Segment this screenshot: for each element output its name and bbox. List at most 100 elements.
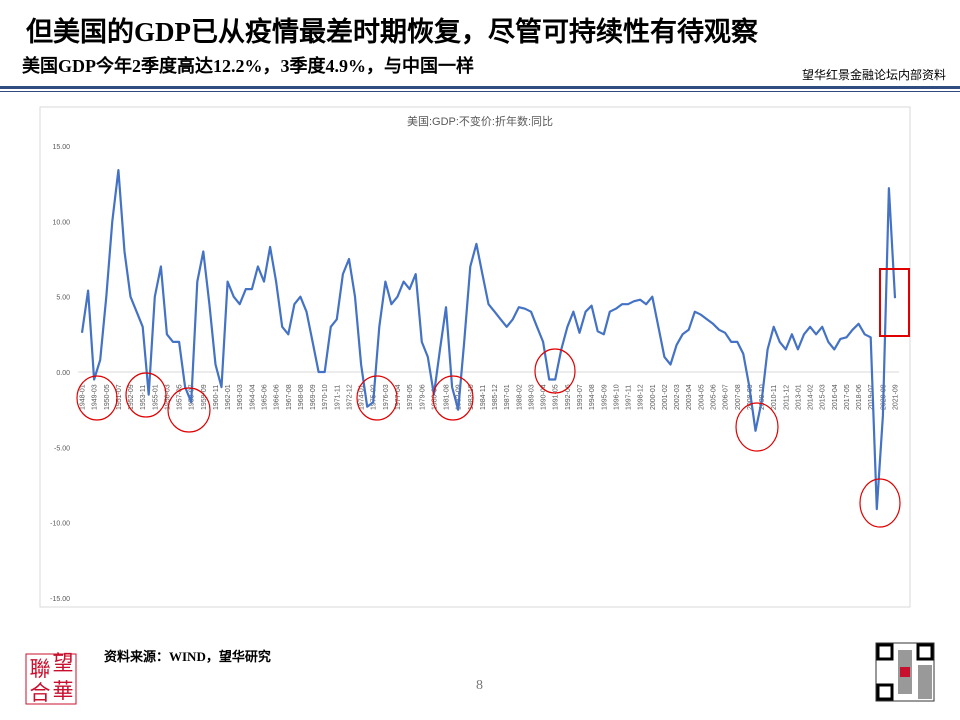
- x-tick-label: 1966-06: [274, 384, 281, 410]
- x-tick-label: 2010-11: [771, 385, 778, 410]
- x-tick-label: 1948-01: [80, 384, 87, 410]
- page-number: 8: [476, 678, 483, 693]
- logo-char: 合: [30, 682, 51, 705]
- x-tick-label: 2000-01: [650, 384, 657, 410]
- y-tick-label: -5.00: [54, 445, 70, 452]
- x-tick-label: 1949-03: [92, 384, 99, 410]
- x-tick-label: 1998-12: [638, 384, 645, 410]
- x-tick-label: 2004-05: [698, 384, 705, 410]
- x-tick-label: 1969-09: [310, 384, 317, 410]
- y-tick-label: 0.00: [56, 370, 70, 377]
- x-tick-label: 2011-12: [783, 385, 790, 410]
- logo-char: 聯: [30, 658, 51, 681]
- x-tick-label: 1953-11: [140, 385, 147, 410]
- x-tick-label: 1956-03: [164, 384, 171, 410]
- x-tick-label: 1960-11: [213, 385, 220, 410]
- x-tick-label: 1997-11: [626, 385, 633, 410]
- y-tick-label: -15.00: [50, 596, 70, 603]
- y-tick-label: 5.00: [56, 295, 70, 302]
- x-tick-label: 1979-06: [419, 384, 426, 410]
- y-tick-label: 10.00: [52, 219, 70, 226]
- chart-title: 美国:GDP:不变价:折年数:同比: [407, 114, 553, 128]
- highlight-circle: [534, 348, 576, 394]
- qr-finder: [876, 643, 894, 661]
- highlight-circle: [432, 375, 474, 421]
- highlight-circle: [356, 375, 398, 421]
- x-tick-label: 2018-06: [856, 384, 863, 410]
- x-tick-label: 2001-02: [662, 384, 669, 410]
- x-tick-label: 2017-05: [844, 384, 851, 410]
- x-tick-label: 1965-06: [262, 384, 269, 410]
- x-tick-label: 2005-06: [710, 384, 717, 410]
- logo-char: 華: [53, 680, 74, 703]
- qr-pattern: [918, 665, 932, 699]
- x-tick-label: 1955-01: [152, 384, 159, 410]
- x-tick-label: 1972-12: [346, 384, 353, 410]
- x-tick-label: 1971-11: [334, 385, 341, 410]
- x-tick-label: 1992-06: [565, 384, 572, 410]
- x-tick-label: 1976-03: [383, 384, 390, 410]
- header-rule: [0, 86, 960, 89]
- source-note: 资料来源：WIND，望华研究: [104, 649, 271, 664]
- x-tick-label: 1984-11: [480, 385, 487, 410]
- x-tick-label: 1981-08: [444, 384, 451, 410]
- x-tick-label: 1957-05: [177, 384, 184, 410]
- x-tick-label: 1993-07: [577, 384, 584, 410]
- y-tick-label: -10.00: [50, 521, 70, 528]
- highlight-circle: [76, 375, 118, 421]
- highlight-box: [879, 268, 910, 337]
- slide-title: 但美国的GDP已从疫情最差时期恢复，尽管可持续性有待观察: [26, 17, 758, 47]
- watermark-note: 望华红景金融论坛内部资料: [801, 68, 946, 82]
- x-tick-label: 2006-07: [723, 384, 730, 410]
- x-tick-label: 1964-04: [249, 384, 256, 410]
- x-tick-label: 1987-01: [504, 384, 511, 410]
- qr-finder: [916, 643, 934, 661]
- slide-subtitle: 美国GDP今年2季度高达12.2%，3季度4.9%，与中国一样: [22, 56, 474, 76]
- x-tick-label: 1988-02: [516, 384, 523, 410]
- logo-frame: [25, 653, 77, 705]
- x-tick-label: 2002-03: [674, 384, 681, 410]
- x-tick-label: 2007-08: [735, 384, 742, 410]
- x-tick-label: 1962-01: [225, 384, 232, 410]
- x-tick-label: 1974-01: [359, 384, 366, 410]
- x-tick-label: 1990-04: [541, 384, 548, 410]
- x-tick-label: 1970-10: [322, 384, 329, 410]
- logo: 聯 望 合 華: [30, 652, 74, 705]
- x-tick-label: 2014-02: [808, 384, 815, 410]
- x-tick-label: 1995-09: [601, 384, 608, 410]
- x-tick-label: 1989-03: [528, 384, 535, 410]
- x-tick-label: 1994-08: [589, 384, 596, 410]
- highlight-circle: [167, 387, 211, 433]
- chart-frame: [39, 106, 911, 608]
- x-tick-label: 1951-07: [116, 384, 123, 410]
- x-tick-label: 1963-03: [237, 384, 244, 410]
- x-tick-label: 1978-05: [407, 384, 414, 410]
- highlight-circle: [735, 402, 779, 452]
- y-tick-label: 15.00: [52, 144, 70, 151]
- x-tick-label: 1977-04: [395, 384, 402, 410]
- x-tick-label: 1967-08: [286, 384, 293, 410]
- x-tick-label: 1959-09: [201, 384, 208, 410]
- logo-char: 望: [53, 652, 74, 675]
- x-tick-label: 1983-10: [468, 384, 475, 410]
- qr-finder: [876, 683, 894, 701]
- x-tick-label: 2021-09: [893, 384, 900, 410]
- header-rule-thin: [0, 91, 960, 92]
- x-tick-label: 1996-10: [613, 384, 620, 410]
- highlight-circle: [859, 478, 901, 528]
- x-tick-label: 1968-08: [298, 384, 305, 410]
- qr-code: [875, 642, 935, 702]
- x-tick-label: 1985-12: [492, 384, 499, 410]
- data-line: [80, 169, 897, 511]
- x-tick-label: 1980-07: [431, 384, 438, 410]
- x-tick-label: 1991-05: [553, 384, 560, 410]
- annotations: [76, 268, 910, 528]
- highlight-circle: [125, 372, 167, 418]
- x-tick-label: 2016-04: [832, 384, 839, 410]
- qr-center: [900, 667, 910, 677]
- x-tick-label: 1950-05: [104, 384, 111, 410]
- x-tick-label: 2003-04: [686, 384, 693, 410]
- x-tick-label: 2013-01: [795, 384, 802, 410]
